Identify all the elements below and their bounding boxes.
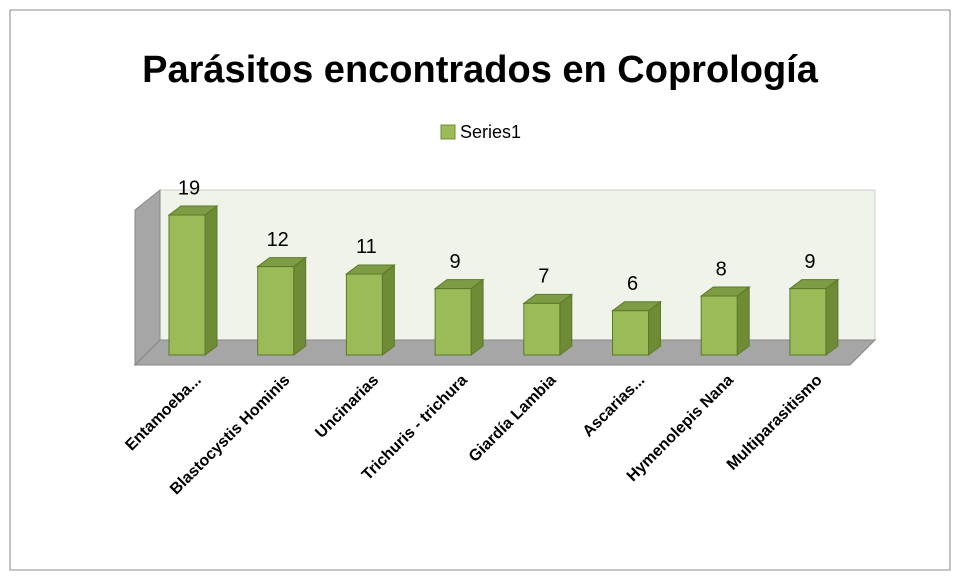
bar-face [736,286,750,356]
bar-face [293,256,307,356]
bar [611,300,662,356]
bar-face [559,293,573,356]
bar-face [825,278,839,356]
bar [522,293,574,356]
bar [433,278,485,356]
bar-face [345,273,383,356]
bar-face [168,214,206,356]
bar-face [204,205,218,356]
data-label: 12 [267,229,289,251]
data-label: 7 [538,266,549,288]
legend-label: Series1 [460,122,521,142]
bar-face [257,266,295,356]
legend-swatch [440,124,456,140]
bar [256,256,308,356]
floor [133,339,877,366]
data-label: 11 [356,236,377,258]
bar [344,263,396,356]
bar-face [700,295,738,356]
side-wall [134,188,161,367]
bar-face [434,288,472,356]
data-label: 6 [627,273,638,295]
bar [788,278,840,356]
chart-title: Parásitos encontrados en Coprología [142,49,819,91]
bar [699,286,751,356]
data-label: 19 [178,177,200,199]
bar-face [523,302,561,356]
bar-face [381,263,395,356]
bar-face [789,288,827,356]
bar [167,205,219,356]
bar-face [612,310,649,356]
data-label: 9 [450,251,461,273]
bar-face [470,278,484,356]
data-label: 9 [804,251,815,273]
data-label: 8 [716,258,727,280]
